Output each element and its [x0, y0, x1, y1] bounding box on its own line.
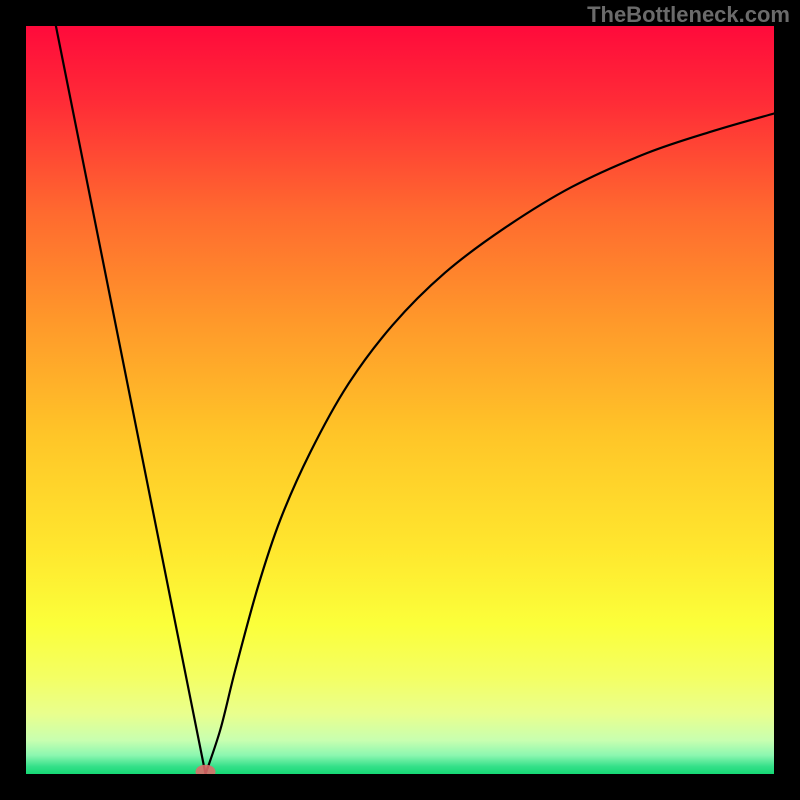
watermark-text: TheBottleneck.com [587, 2, 790, 28]
gradient-background [26, 26, 774, 774]
chart-frame: TheBottleneck.com [0, 0, 800, 800]
chart-svg [26, 26, 774, 774]
plot-area [26, 26, 774, 774]
